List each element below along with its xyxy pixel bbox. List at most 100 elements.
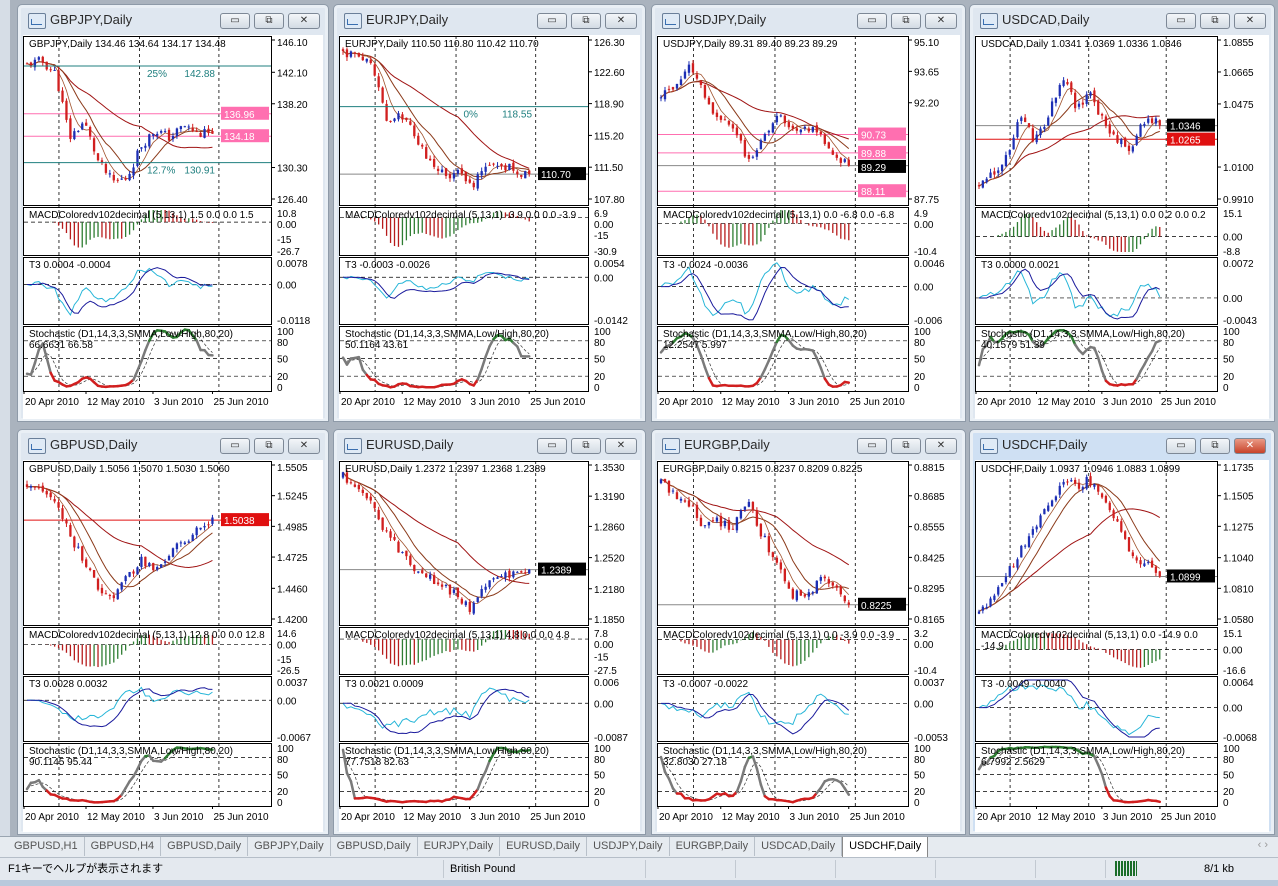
chart-tab[interactable]: GBPJPY,Daily: [248, 837, 331, 856]
price-axis-label: 1.2180: [594, 585, 625, 596]
chart-tab[interactable]: GBPUSD,H4: [85, 837, 162, 856]
window-title-bar[interactable]: USDCHF,Daily ▭ ⧉ ✕: [974, 432, 1270, 458]
minimize-button[interactable]: ▭: [537, 13, 567, 29]
window-title-bar[interactable]: EURUSD,Daily ▭ ⧉ ✕: [338, 432, 641, 458]
chart-window[interactable]: EURUSD,Daily ▭ ⧉ ✕ 1.3530 1.3190 1.2860 1.2520 1…: [333, 429, 646, 835]
restore-button[interactable]: ⧉: [571, 438, 601, 454]
minimize-button[interactable]: ▭: [1166, 13, 1196, 29]
chart-window[interactable]: USDCHF,Daily ▭ ⧉ ✕ 1.1735 1.1505 1.1275 1.1040 1…: [969, 429, 1275, 835]
stochastic-main-segment: [1100, 369, 1108, 383]
chart-canvas[interactable]: 0.8815 0.8685 0.8555 0.8425 0.8295 0.8165 0.82…: [657, 460, 960, 832]
stochastic-axis-label: 80: [1223, 755, 1235, 766]
restore-button[interactable]: ⧉: [891, 438, 921, 454]
bear-candle: [735, 127, 739, 136]
minimize-button[interactable]: ▭: [1166, 438, 1196, 454]
bull-candle: [807, 592, 811, 597]
close-button[interactable]: ✕: [288, 13, 320, 29]
restore-button[interactable]: ⧉: [254, 438, 284, 454]
stochastic-axis-label: 0: [594, 798, 600, 809]
chart-canvas[interactable]: 0% 118.55 126.30 122.60 118.90 115.20 111.50 10…: [339, 35, 640, 419]
bull-candle: [191, 534, 194, 542]
minimize-button[interactable]: ▭: [537, 438, 567, 454]
t3-label: T3 0.0004 -0.0004: [29, 260, 111, 271]
restore-button[interactable]: ⧉: [254, 13, 284, 29]
chart-canvas[interactable]: 25% 142.88 12.7% 130.91 146.10 142.10 138.20 13…: [23, 35, 323, 419]
chart-window[interactable]: EURJPY,Daily ▭ ⧉ ✕ 0% 118.55 126.30 122.60 118.9…: [333, 4, 646, 422]
date-axis-label: 3 Jun 2010: [470, 812, 520, 823]
restore-button[interactable]: ⧉: [1200, 438, 1230, 454]
window-title-bar[interactable]: GBPUSD,Daily ▭ ⧉ ✕: [22, 432, 324, 458]
restore-button[interactable]: ⧉: [1200, 13, 1230, 29]
window-title-bar[interactable]: GBPJPY,Daily ▭ ⧉ ✕: [22, 7, 324, 33]
close-button[interactable]: ✕: [1234, 13, 1266, 29]
window-title-bar[interactable]: EURJPY,Daily ▭ ⧉ ✕: [338, 7, 641, 33]
tab-scroll-arrows[interactable]: ‹ ›: [1257, 839, 1268, 851]
bull-candle: [799, 129, 803, 133]
bull-candle: [156, 567, 159, 570]
macd-label: MACDColoredv102decimal (5,13,1) -3.9 0.0…: [345, 210, 577, 221]
chart-canvas[interactable]: 1.5505 1.5245 1.4985 1.4725 1.4460 1.4200 1.50…: [23, 460, 323, 832]
window-title-bar[interactable]: EURGBP,Daily ▭ ⧉ ✕: [656, 432, 961, 458]
macd-pane: [657, 207, 909, 256]
chart-canvas[interactable]: 1.3530 1.3190 1.2860 1.2520 1.2180 1.1850 1.23…: [339, 460, 640, 832]
close-button[interactable]: ✕: [925, 438, 957, 454]
chart-tab[interactable]: GBPUSD,Daily: [331, 837, 418, 856]
close-button[interactable]: ✕: [605, 438, 637, 454]
stochastic-main-segment: [1093, 346, 1100, 360]
minimize-button[interactable]: ▭: [857, 13, 887, 29]
date-axis-label: 12 May 2010: [1038, 812, 1096, 823]
bull-candle: [1131, 146, 1134, 152]
chart-tab[interactable]: USDCAD,Daily: [755, 837, 843, 856]
stochastic-axis-label: 80: [277, 338, 289, 349]
date-axis-label: 25 Jun 2010: [213, 397, 268, 408]
stochastic-axis-label: 50: [1223, 355, 1235, 366]
bear-candle: [695, 74, 699, 79]
minimize-button[interactable]: ▭: [220, 438, 250, 454]
close-button[interactable]: ✕: [605, 13, 637, 29]
window-title-bar[interactable]: USDCAD,Daily ▭ ⧉ ✕: [974, 7, 1270, 33]
stochastic-axis-label: 50: [594, 355, 606, 366]
bull-candle: [1031, 529, 1034, 535]
bull-candle: [997, 587, 1000, 595]
chart-tab[interactable]: EURUSD,Daily: [500, 837, 588, 856]
chart-canvas[interactable]: 1.1735 1.1505 1.1275 1.1040 1.0810 1.0580 1.08…: [975, 460, 1269, 832]
bear-candle: [100, 587, 104, 594]
bear-candle: [516, 171, 519, 175]
bear-candle: [739, 134, 743, 141]
bull-candle: [989, 598, 992, 607]
bull-candle: [993, 595, 996, 600]
chart-tab[interactable]: GBPUSD,Daily: [161, 837, 249, 856]
bull-candle: [675, 83, 679, 89]
bull-candle: [815, 580, 818, 594]
close-button[interactable]: ✕: [1234, 438, 1266, 454]
chart-window[interactable]: USDCAD,Daily ▭ ⧉ ✕ 1.0855 1.0665 1.0475 1.0100 0…: [969, 4, 1275, 422]
chart-tab[interactable]: EURJPY,Daily: [418, 837, 501, 856]
bear-candle: [385, 103, 388, 121]
chart-window[interactable]: EURGBP,Daily ▭ ⧉ ✕ 0.8815 0.8685 0.8555 0.8425 0…: [651, 429, 966, 835]
window-title-bar[interactable]: USDJPY,Daily ▭ ⧉ ✕: [656, 7, 961, 33]
chart-tab[interactable]: GBPUSD,H1: [8, 837, 85, 856]
chart-canvas[interactable]: 1.0855 1.0665 1.0475 1.0100 0.9910 1.0346 1.02…: [975, 35, 1269, 419]
bull-candle: [1081, 487, 1084, 490]
stochastic-axis-label: 100: [914, 744, 931, 755]
chart-canvas[interactable]: 95.10 93.65 92.20 87.75 90.73 89.88 89.29 88.11…: [657, 35, 960, 419]
minimize-button[interactable]: ▭: [857, 438, 887, 454]
bear-candle: [401, 114, 404, 120]
close-button[interactable]: ✕: [925, 13, 957, 29]
minimize-button[interactable]: ▭: [220, 13, 250, 29]
bull-candle: [484, 166, 487, 172]
bull-candle: [516, 571, 519, 573]
bear-candle: [199, 132, 202, 137]
close-button[interactable]: ✕: [288, 438, 320, 454]
chart-window[interactable]: GBPUSD,Daily ▭ ⧉ ✕ 1.5505 1.5245 1.4985 1.4725 1…: [17, 429, 329, 835]
chart-tab[interactable]: EURGBP,Daily: [670, 837, 756, 856]
restore-button[interactable]: ⧉: [891, 13, 921, 29]
chart-tab[interactable]: USDJPY,Daily: [587, 837, 670, 856]
t3-axis-label: 0.006: [594, 678, 619, 689]
chart-window[interactable]: USDJPY,Daily ▭ ⧉ ✕ 95.10 93.65 92.20 87.75 90.73…: [651, 4, 966, 422]
chart-tab-bar: GBPUSD,H1 GBPUSD,H4 GBPUSD,Daily GBPJPY,Dai…: [0, 836, 1278, 858]
chart-tab[interactable]: USDCHF,Daily: [842, 837, 929, 858]
t3-axis-label: 0.00: [594, 699, 614, 710]
restore-button[interactable]: ⧉: [571, 13, 601, 29]
chart-window[interactable]: GBPJPY,Daily ▭ ⧉ ✕ 25% 142.88 12.7% 130.91 146.1…: [17, 4, 329, 422]
